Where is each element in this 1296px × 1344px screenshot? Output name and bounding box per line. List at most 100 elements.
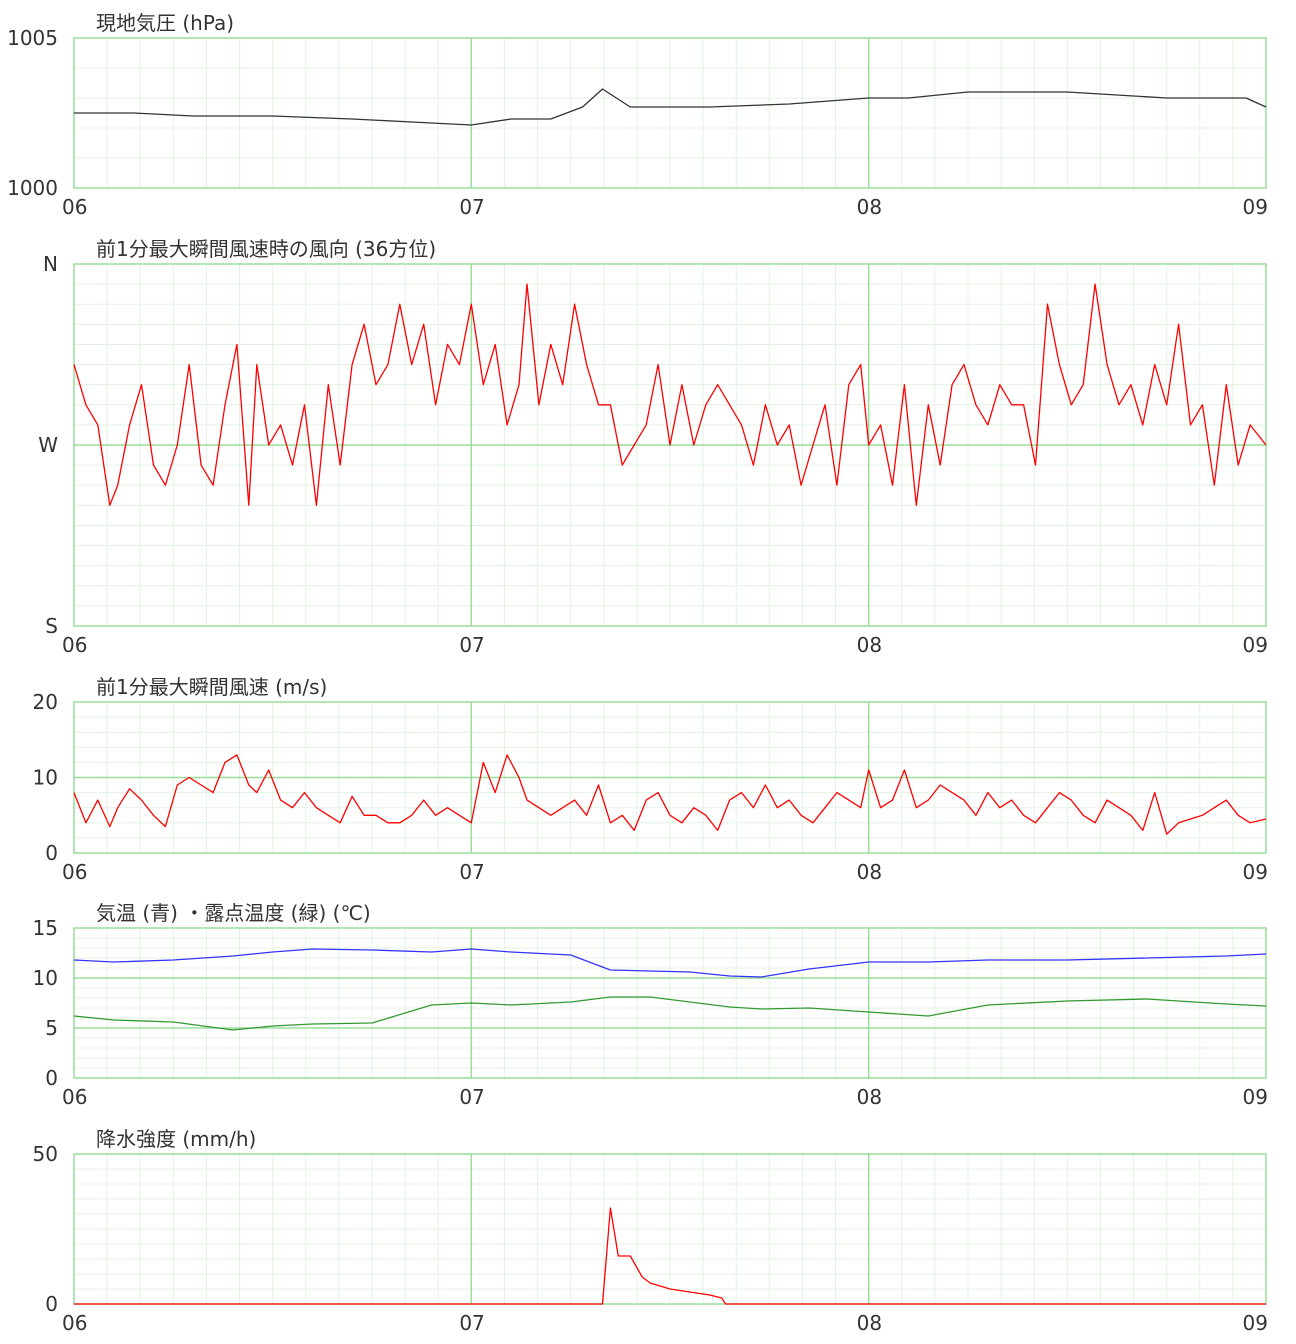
data-point: [1265, 1005, 1266, 1006]
data-point: [836, 485, 837, 486]
data-point: [634, 830, 635, 831]
data-point: [1118, 807, 1119, 808]
data-point: [328, 384, 329, 385]
data-point: [1095, 822, 1096, 823]
data-point: [1154, 364, 1155, 365]
data-point: [248, 505, 249, 506]
data-point: [669, 815, 670, 816]
data-point: [908, 97, 909, 98]
data-point: [1238, 815, 1239, 816]
data-point: [618, 1255, 619, 1256]
data-point: [630, 1255, 631, 1256]
data-point: [280, 424, 281, 425]
data-point: [725, 1303, 726, 1304]
data-point: [729, 800, 730, 801]
data-point: [975, 404, 976, 405]
data-point: [113, 961, 114, 962]
data-point: [610, 996, 611, 997]
data-point: [570, 1001, 571, 1002]
data-point: [570, 954, 571, 955]
data-point: [1107, 800, 1108, 801]
data-point: [113, 1019, 114, 1020]
data-point: [650, 1282, 651, 1283]
data-point: [928, 800, 929, 801]
data-point: [1035, 465, 1036, 466]
data-point: [352, 796, 353, 797]
data-point: [928, 1015, 929, 1016]
data-point: [1011, 800, 1012, 801]
data-point: [117, 485, 118, 486]
data-point: [777, 807, 778, 808]
data-point: [1226, 1003, 1227, 1004]
x-tick-label: 08: [857, 1085, 882, 1109]
data-point: [526, 800, 527, 801]
data-point: [1071, 404, 1072, 405]
data-point: [709, 1294, 710, 1295]
data-point: [292, 807, 293, 808]
y-tick-label: 10: [33, 766, 58, 790]
series-line-temperature-1: [73, 996, 1267, 1031]
data-point: [340, 822, 341, 823]
data-point: [789, 800, 790, 801]
data-point: [987, 792, 988, 793]
data-point: [165, 485, 166, 486]
data-point: [1265, 444, 1266, 445]
data-point: [495, 792, 496, 793]
data-point: [622, 815, 623, 816]
x-tick-label: 08: [857, 195, 882, 219]
data-point: [511, 1004, 512, 1005]
chart-title: 前1分最大瞬間風速時の風向 (36方位): [96, 237, 436, 261]
data-point: [292, 465, 293, 466]
chart-title: 気温 (青) ・露点温度 (緑) (℃): [96, 901, 371, 925]
data-point: [1047, 807, 1048, 808]
data-point: [658, 792, 659, 793]
data-point: [364, 815, 365, 816]
x-tick-label: 06: [62, 633, 87, 657]
data-point: [1226, 384, 1227, 385]
data-point: [987, 424, 988, 425]
x-tick-label: 06: [62, 1085, 87, 1109]
data-point: [689, 971, 690, 972]
data-point: [562, 384, 563, 385]
data-point: [471, 822, 472, 823]
x-tick-label: 08: [857, 860, 882, 884]
x-tick-label: 07: [459, 1311, 484, 1335]
data-point: [1146, 957, 1147, 958]
x-tick-label: 06: [62, 860, 87, 884]
data-point: [963, 364, 964, 365]
data-point: [352, 364, 353, 365]
data-point: [193, 115, 194, 116]
data-point: [1202, 404, 1203, 405]
x-tick-label: 06: [62, 195, 87, 219]
data-point: [232, 955, 233, 956]
chart-panel-wind-speed: 前1分最大瞬間風速 (m/s) 20 10 006 07 08 09: [33, 675, 1268, 884]
data-point: [741, 424, 742, 425]
data-point: [928, 404, 929, 405]
data-point: [717, 384, 718, 385]
y-tick-label: 0: [45, 841, 58, 865]
data-point: [411, 364, 412, 365]
y-tick-label: 15: [33, 916, 58, 940]
data-point: [85, 404, 86, 405]
data-point: [892, 485, 893, 486]
data-point: [1067, 91, 1068, 92]
data-point: [729, 975, 730, 976]
data-point: [1035, 822, 1036, 823]
data-point: [880, 424, 881, 425]
data-point: [387, 822, 388, 823]
data-point: [213, 485, 214, 486]
data-point: [518, 777, 519, 778]
data-point: [1238, 465, 1239, 466]
data-point: [1118, 404, 1119, 405]
data-point: [729, 404, 730, 405]
data-point: [868, 769, 869, 770]
data-point: [940, 784, 941, 785]
data-point: [689, 1001, 690, 1002]
data-point: [602, 1303, 603, 1304]
data-point: [133, 112, 134, 113]
data-point: [109, 505, 110, 506]
data-point: [836, 792, 837, 793]
data-point: [1166, 404, 1167, 405]
data-point: [73, 959, 74, 960]
